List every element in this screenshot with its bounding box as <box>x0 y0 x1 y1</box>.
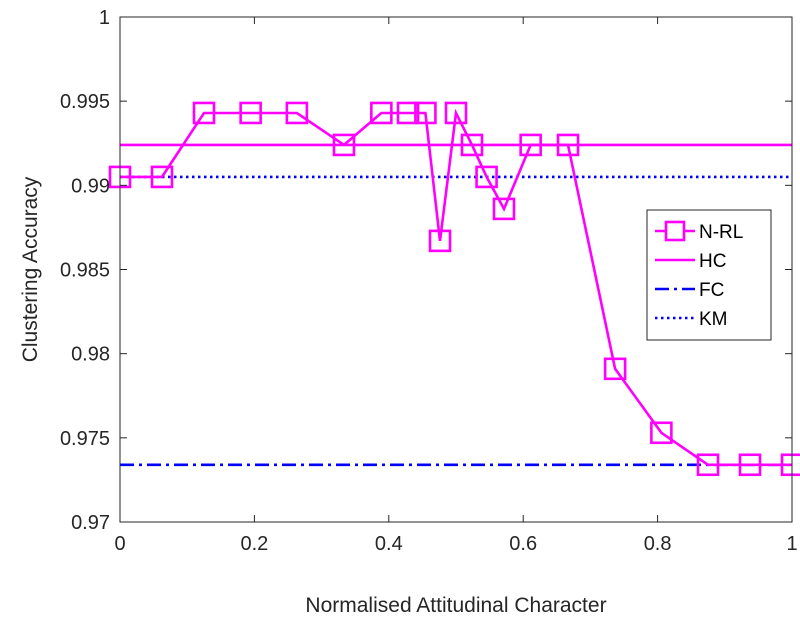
y-tick-label: 0.97 <box>71 512 110 534</box>
x-tick-label: 0 <box>114 533 125 555</box>
data-point-marker <box>332 133 356 157</box>
data-point-marker <box>414 101 437 125</box>
series-layer <box>108 101 800 477</box>
data-point-marker <box>738 453 762 477</box>
data-point-marker <box>696 453 720 477</box>
data-point-marker <box>396 101 420 125</box>
data-point-marker <box>192 101 216 125</box>
y-tick-label: 0.99 <box>71 175 110 197</box>
y-tick-label: 0.98 <box>71 344 110 366</box>
x-tick-label: 0.6 <box>509 533 537 555</box>
data-point-marker <box>492 197 516 221</box>
y-tick-label: 0.995 <box>60 91 110 113</box>
y-tick-label: 1 <box>99 7 110 29</box>
series-line-n-rl <box>120 108 792 467</box>
y-tick-label: 0.975 <box>60 428 110 450</box>
x-tick-label: 0.8 <box>644 533 672 555</box>
x-tick-label: 1 <box>786 533 797 555</box>
x-tick-label: 0.4 <box>375 533 403 555</box>
x-tick-label: 0.2 <box>240 533 268 555</box>
legend-marker <box>664 220 686 242</box>
data-point-marker <box>285 101 309 125</box>
y-tick-label: 0.985 <box>60 260 110 282</box>
data-point-marker <box>444 101 468 125</box>
data-point-marker <box>556 133 580 157</box>
data-point-marker <box>239 101 262 125</box>
legend-label: KM <box>699 309 728 330</box>
data-point-marker <box>428 229 452 253</box>
data-point-marker <box>150 165 174 189</box>
data-point-marker <box>650 421 673 445</box>
legend-label: HC <box>699 251 726 272</box>
data-point-marker <box>603 357 627 381</box>
x-axis-label: Normalised Attitudinal Character <box>305 594 606 617</box>
legend-label: N-RL <box>699 222 743 243</box>
data-point-marker <box>370 101 393 125</box>
data-point-marker <box>460 133 484 157</box>
data-point-marker <box>475 165 498 189</box>
data-point-marker <box>519 133 542 157</box>
legend: N-RL HC FC KM <box>646 209 772 341</box>
y-axis-label: Clustering Accuracy <box>19 176 42 362</box>
tick-layer: 0 0.2 0.4 0.6 0.8 1 0.97 0.975 0.98 0.985 0.99 0.99… <box>60 7 798 555</box>
legend-label: FC <box>699 280 724 301</box>
